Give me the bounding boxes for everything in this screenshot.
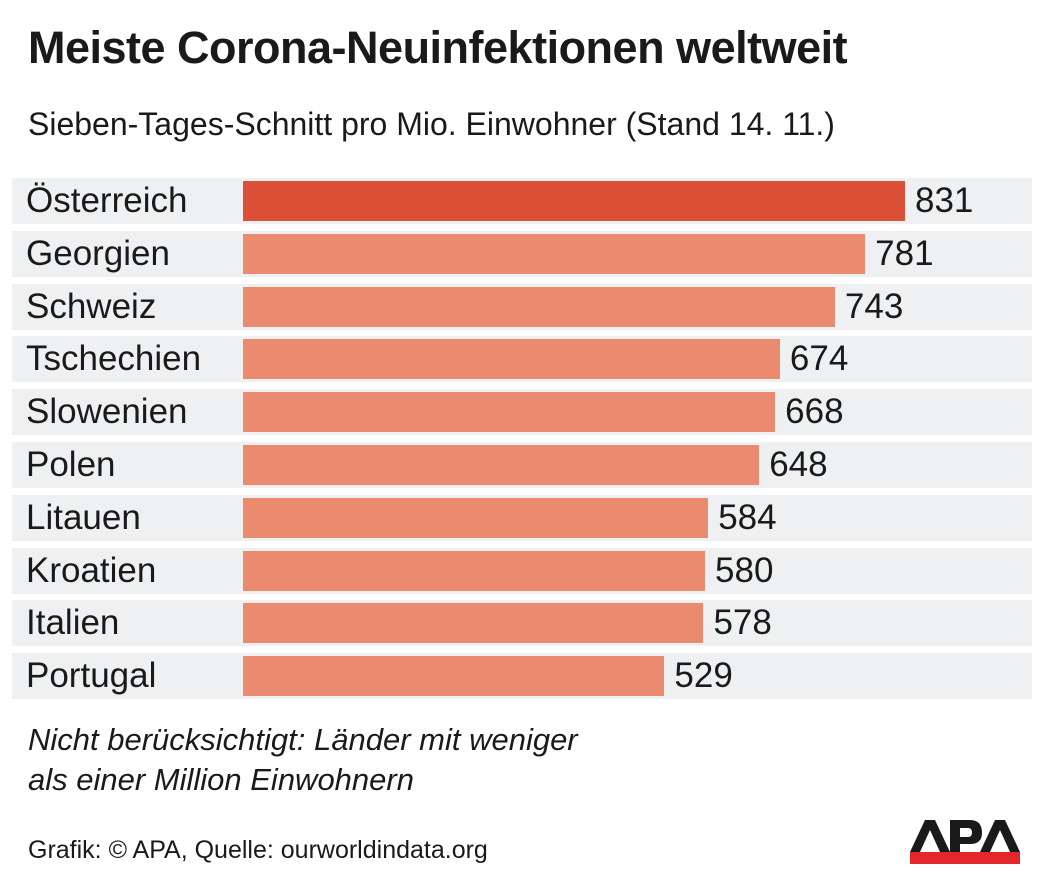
value-label: 580 bbox=[715, 550, 774, 590]
category-label: Österreich bbox=[26, 181, 188, 220]
value-label: 578 bbox=[713, 603, 772, 643]
chart-title: Meiste Corona-Neuinfektionen weltweit bbox=[28, 22, 848, 73]
footnote: Nicht berücksichtigt: Länder mit weniger… bbox=[28, 720, 578, 800]
bar-row: Georgien 781 bbox=[12, 230, 1032, 277]
footnote-line-2: als einer Million Einwohnern bbox=[28, 762, 414, 797]
bar-row: Polen 648 bbox=[12, 442, 1032, 488]
category-label: Italien bbox=[26, 603, 120, 643]
bar bbox=[243, 445, 760, 485]
bar-row: Schweiz 743 bbox=[12, 283, 1032, 330]
bar bbox=[243, 603, 704, 644]
footnote-line-1: Nicht berücksichtigt: Länder mit weniger bbox=[28, 722, 578, 757]
bar bbox=[243, 392, 776, 433]
bar-row: Tschechien 674 bbox=[12, 336, 1032, 383]
bar bbox=[243, 181, 905, 221]
value-label: 668 bbox=[785, 392, 844, 432]
bar-row: Litauen 584 bbox=[12, 494, 1032, 541]
category-label: Georgien bbox=[26, 233, 170, 273]
bar bbox=[243, 656, 665, 697]
bar-row: Italien 578 bbox=[12, 600, 1032, 647]
value-label: 781 bbox=[875, 233, 934, 273]
category-label: Kroatien bbox=[26, 550, 157, 590]
value-label: 648 bbox=[769, 445, 828, 484]
category-label: Portugal bbox=[26, 656, 157, 696]
value-label: 831 bbox=[915, 181, 974, 220]
bar-row: Portugal 529 bbox=[12, 653, 1032, 700]
bar bbox=[243, 233, 866, 274]
bar-row: Österreich 831 bbox=[12, 178, 1032, 224]
bar bbox=[243, 550, 706, 591]
value-label: 529 bbox=[674, 656, 733, 696]
bar bbox=[243, 339, 780, 380]
category-label: Polen bbox=[26, 445, 116, 484]
category-label: Slowenien bbox=[26, 392, 188, 432]
bar-row: Kroatien 580 bbox=[12, 547, 1032, 594]
source-credit: Grafik: © APA, Quelle: ourworldindata.or… bbox=[28, 836, 488, 864]
chart-subtitle: Sieben-Tages-Schnitt pro Mio. Einwohner … bbox=[28, 106, 835, 142]
bar-row: Slowenien 668 bbox=[12, 389, 1032, 436]
bar bbox=[243, 286, 835, 327]
value-label: 743 bbox=[844, 286, 904, 326]
category-label: Litauen bbox=[26, 497, 141, 537]
bar bbox=[243, 497, 709, 538]
category-label: Tschechien bbox=[26, 339, 202, 379]
apa-logo bbox=[910, 820, 1020, 864]
value-label: 674 bbox=[789, 339, 849, 379]
value-label: 584 bbox=[718, 497, 777, 537]
category-label: Schweiz bbox=[26, 286, 157, 326]
